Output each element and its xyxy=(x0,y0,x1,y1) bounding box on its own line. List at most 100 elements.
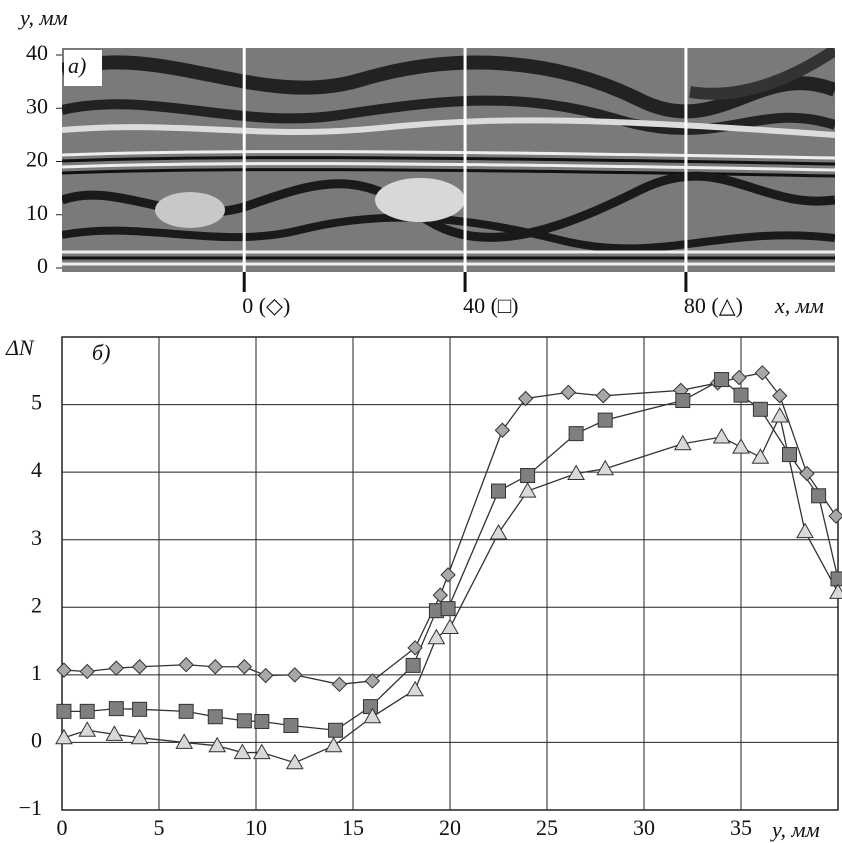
marker xyxy=(517,390,534,407)
marker xyxy=(494,422,511,438)
marker xyxy=(178,703,194,719)
y-axis-label: ΔN xyxy=(5,335,35,360)
marker xyxy=(772,388,788,404)
marker xyxy=(440,601,456,617)
marker xyxy=(406,680,424,697)
marker xyxy=(597,412,613,428)
marker xyxy=(105,725,124,741)
marker xyxy=(770,407,789,423)
y-tick-label: 0 xyxy=(31,727,42,752)
marker xyxy=(441,618,459,635)
marker xyxy=(595,388,611,404)
marker xyxy=(175,733,194,749)
marker xyxy=(520,468,536,484)
marker xyxy=(829,583,842,599)
x-tick-label: 0 xyxy=(57,815,68,840)
marker xyxy=(331,676,348,693)
marker xyxy=(732,438,750,454)
marker xyxy=(799,465,815,482)
y-tick-label: 40 xyxy=(26,40,48,65)
marker xyxy=(432,587,449,603)
marker xyxy=(236,713,252,729)
marker xyxy=(675,393,691,409)
y-tick-label: 1 xyxy=(31,660,42,685)
marker xyxy=(712,427,731,444)
y-tick-label: 4 xyxy=(31,457,42,482)
panel-label: б) xyxy=(92,340,110,365)
marker xyxy=(731,369,747,386)
marker xyxy=(518,482,537,498)
marker xyxy=(56,662,72,678)
marker xyxy=(596,459,615,476)
panel-label: а) xyxy=(68,53,86,78)
marker xyxy=(324,736,343,753)
marker xyxy=(208,736,227,753)
x-tick-label: 40 (□) xyxy=(463,293,518,318)
marker xyxy=(56,703,72,719)
marker xyxy=(55,728,73,745)
marker xyxy=(79,663,95,680)
marker xyxy=(207,709,223,725)
marker xyxy=(364,673,381,689)
x-tick-label: 15 xyxy=(342,815,364,840)
marker xyxy=(108,660,125,676)
marker xyxy=(254,713,270,729)
interferogram xyxy=(62,48,835,272)
marker xyxy=(207,659,223,675)
marker xyxy=(283,718,299,734)
marker xyxy=(440,567,456,583)
y-tick-label: 0 xyxy=(37,253,48,278)
y-tick-label: 2 xyxy=(31,592,42,617)
marker xyxy=(287,667,303,683)
marker xyxy=(427,628,446,645)
x-tick-label: 10 xyxy=(245,815,267,840)
x-tick-label: 80 (△) xyxy=(684,293,743,318)
x-tick-label: 25 xyxy=(536,815,558,840)
x-axis-label: x, мм xyxy=(774,293,824,318)
marker xyxy=(108,701,124,717)
marker xyxy=(754,365,771,381)
marker xyxy=(733,387,749,403)
marker xyxy=(405,657,421,673)
marker xyxy=(328,722,344,738)
marker xyxy=(751,448,770,464)
y-tick-label: −1 xyxy=(19,795,42,820)
y-tick-label: 30 xyxy=(26,93,48,118)
x-tick-label: 35 xyxy=(730,815,752,840)
y-tick-label: 10 xyxy=(26,200,48,225)
marker xyxy=(257,667,274,684)
marker xyxy=(236,659,253,675)
marker xyxy=(560,384,577,401)
x-tick-label: 5 xyxy=(154,815,165,840)
marker xyxy=(714,372,730,388)
marker xyxy=(132,701,148,717)
y-axis-label: y, мм xyxy=(18,5,68,30)
x-axis-label: y, мм xyxy=(770,817,820,842)
y-tick-label: 5 xyxy=(31,390,42,415)
marker xyxy=(131,659,148,675)
marker xyxy=(568,426,584,442)
marker xyxy=(796,522,814,539)
marker xyxy=(830,571,842,587)
marker xyxy=(78,721,97,737)
marker xyxy=(491,483,506,499)
marker xyxy=(567,464,585,480)
marker xyxy=(811,488,827,504)
marker xyxy=(673,434,692,451)
marker xyxy=(79,703,95,719)
marker xyxy=(178,657,194,673)
panel-label-box xyxy=(64,50,102,86)
x-tick-label: 0 (◇) xyxy=(242,293,290,318)
x-tick-label: 20 xyxy=(439,815,461,840)
y-tick-label: 3 xyxy=(31,525,42,550)
marker xyxy=(828,508,842,524)
marker xyxy=(233,743,252,760)
marker xyxy=(782,447,797,463)
marker xyxy=(130,728,149,745)
marker xyxy=(752,401,768,417)
marker xyxy=(489,523,508,540)
x-tick-label: 30 xyxy=(633,815,655,840)
marker xyxy=(407,640,423,656)
marker xyxy=(252,743,271,760)
